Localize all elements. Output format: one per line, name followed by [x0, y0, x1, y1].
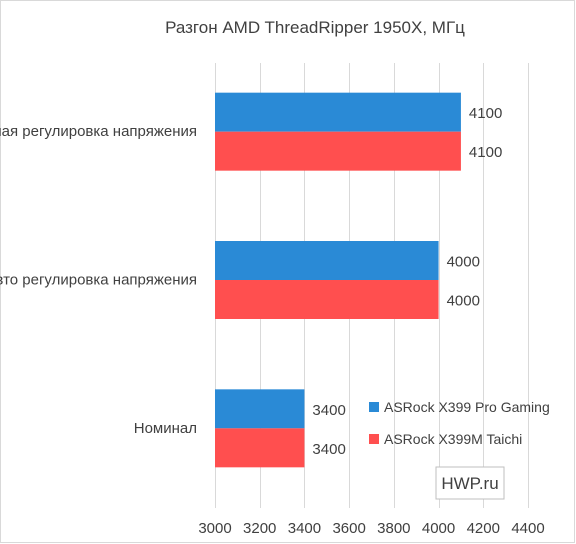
- bar-pro-gaming-0: [215, 92, 461, 132]
- x-tick-label-3200: 3200: [243, 520, 276, 537]
- data-label-taichi-0: 4100: [469, 144, 502, 161]
- bar-taichi-2: [215, 428, 305, 468]
- bar-taichi-0: [215, 131, 461, 171]
- x-tick-label-3000: 3000: [198, 520, 231, 537]
- legend: ASRock X399 Pro Gaming ASRock X399M Taic…: [369, 399, 550, 447]
- legend-swatch-taichi: [369, 434, 379, 444]
- data-labels: 4100 4100 4000 4000 3400 3400: [312, 105, 502, 458]
- category-label-0: Ручная регулировка напряжения: [0, 123, 197, 140]
- bar-taichi-1: [215, 280, 439, 319]
- legend-label-pro-gaming: ASRock X399 Pro Gaming: [384, 399, 550, 415]
- bars: [215, 92, 461, 468]
- data-label-taichi-1: 4000: [447, 293, 480, 310]
- data-label-pro-gaming-2: 3400: [312, 402, 345, 419]
- x-tick-label-3600: 3600: [332, 520, 365, 537]
- bar-pro-gaming-2: [215, 389, 305, 429]
- x-tick-label-4000: 4000: [422, 520, 455, 537]
- x-axis-tick-labels: 3000 3200 3400 3600 3800 4000 4200 4400: [198, 520, 544, 537]
- watermark-box: [435, 466, 505, 500]
- category-labels: Ручная регулировка напряжения Авто регули…: [0, 123, 197, 437]
- watermark-text: HWP.ru: [441, 474, 498, 493]
- x-tick-label-3800: 3800: [377, 520, 410, 537]
- bar-pro-gaming-1: [215, 241, 439, 280]
- legend-swatch-pro-gaming: [369, 402, 379, 412]
- x-tick-label-4400: 4400: [511, 520, 544, 537]
- category-label-1: Авто регулировка напряжения: [0, 272, 197, 289]
- watermark: HWP.ru: [435, 466, 505, 500]
- legend-label-taichi: ASRock X399M Taichi: [384, 431, 522, 447]
- data-label-pro-gaming-1: 4000: [447, 254, 480, 271]
- x-tick-label-3400: 3400: [288, 520, 321, 537]
- category-label-2: Номинал: [134, 420, 197, 437]
- data-label-pro-gaming-0: 4100: [469, 105, 502, 122]
- x-tick-label-4200: 4200: [467, 520, 500, 537]
- chart-title: Разгон AMD ThreadRipper 1950X, МГц: [165, 18, 465, 37]
- data-label-taichi-2: 3400: [312, 441, 345, 458]
